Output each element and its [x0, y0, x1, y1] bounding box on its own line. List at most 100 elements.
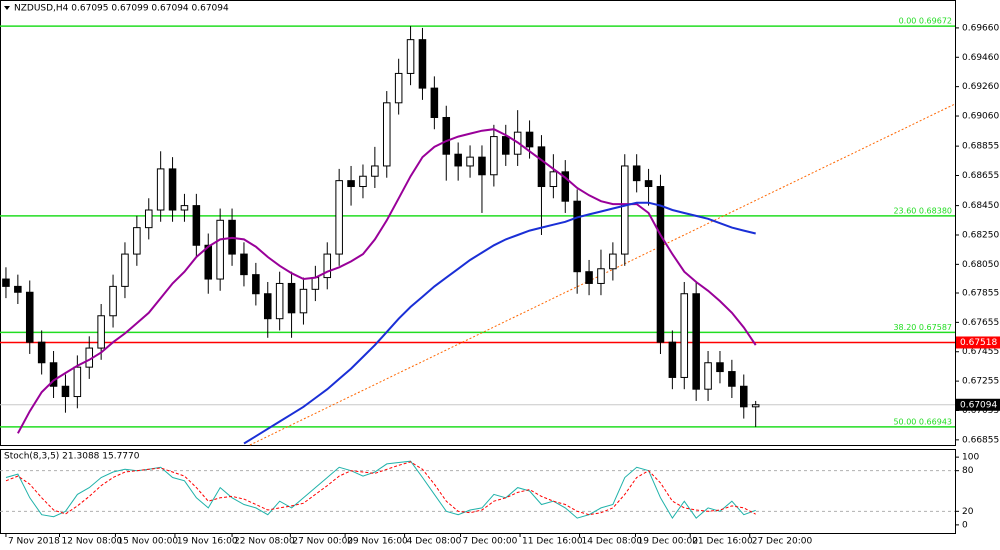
candle-body [287, 282, 296, 314]
chart-title: NZDUSD,H4 0.67095 0.67099 0.67094 0.6709… [14, 4, 229, 14]
x-tick-label: 19 Nov 16:00 [177, 537, 238, 547]
y-tick-label: 0.67855 [962, 288, 999, 298]
candle-body [371, 165, 379, 177]
candle-body [728, 371, 736, 387]
stoch-y-tick-label: 80 [962, 466, 974, 476]
candle-body [204, 244, 213, 280]
stoch-title: Stoch(8,3,5) 21.3088 15.7770 [4, 452, 140, 462]
candle-body [394, 72, 403, 104]
candle-body [61, 385, 70, 398]
y-tick-label: 0.67255 [962, 377, 999, 387]
stoch-line [5, 460, 756, 520]
y-tick-label: 0.68250 [962, 230, 999, 240]
x-tick-label: 27 Nov 00:00 [292, 537, 353, 547]
candle-body [180, 205, 189, 211]
x-tick-label: 21 Dec 16:00 [692, 537, 753, 547]
stoch-y-tick-label: 100 [962, 453, 979, 463]
candle-body [478, 156, 486, 176]
candle-body [716, 362, 724, 373]
candle-body [620, 165, 629, 255]
y-tick-label: 0.66855 [962, 435, 999, 445]
price-tag [956, 336, 1000, 349]
candle-body [739, 385, 748, 408]
candle-body [549, 171, 558, 188]
candle-body [252, 274, 260, 295]
main-panel-frame [0, 0, 956, 446]
x-tick-label: 12 Nov 08:00 [62, 537, 123, 547]
candle-body [430, 87, 439, 118]
candle-body [406, 39, 415, 74]
y-tick-label: 0.69660 [962, 23, 999, 33]
x-tick-label: 27 Dec 20:00 [752, 537, 813, 547]
y-tick-label: 0.68855 [962, 142, 999, 152]
candle-body [644, 180, 653, 188]
stoch-y-tick-label: 20 [962, 507, 974, 517]
candle-body [442, 116, 451, 155]
candle-body [97, 315, 105, 349]
candle-body [561, 171, 570, 202]
fib-label: 38.20 0.67587 [893, 323, 952, 332]
x-tick-label: 7 Dec 00:00 [463, 537, 518, 547]
candle-body [323, 253, 332, 279]
x-tick-label: 19 Dec 00:00 [637, 537, 698, 547]
candle-body [240, 253, 248, 276]
candle-body [168, 168, 177, 211]
stoch-panel-frame [0, 449, 956, 534]
x-tick-label: 22 Nov 08:00 [234, 537, 295, 547]
candle-body [585, 271, 593, 284]
fib-label: 50.00 0.66943 [893, 417, 952, 426]
y-tick-label: 0.69460 [962, 53, 999, 63]
y-tick-label: 0.67055 [962, 406, 999, 416]
price-tag-label: 0.67094 [960, 400, 997, 410]
candle-body [2, 278, 10, 287]
x-tick-label: 7 Nov 2018 [8, 537, 60, 547]
candle-body [418, 39, 427, 89]
candle-body [347, 180, 355, 188]
stoch-line [5, 461, 756, 516]
candle-body [144, 209, 153, 229]
candle-body [382, 102, 391, 167]
y-tick-label: 0.68450 [962, 201, 999, 211]
candle-body [49, 362, 58, 387]
candle-body [156, 168, 165, 211]
candle-body [656, 186, 665, 343]
candle-body [751, 404, 760, 408]
plot-layer: 0.69660 0.69460 0.69260 0.69060 0.68855 0.686… [0, 17, 1000, 547]
candle-body [73, 366, 82, 398]
candle-body [359, 175, 367, 188]
price-tag-label: 0.67518 [960, 338, 997, 348]
candle-body [454, 153, 462, 167]
stoch-y-tick-label: 0 [962, 520, 968, 530]
candle-body [25, 291, 34, 343]
y-tick-label: 0.68655 [962, 171, 999, 181]
trendline [249, 103, 955, 446]
candle-body [37, 341, 46, 364]
y-tick-label: 0.69060 [962, 112, 999, 122]
moving-average [243, 201, 756, 445]
fib-label: 23.60 0.68380 [893, 206, 952, 215]
symbol-menu-icon [4, 6, 10, 10]
candle-body [501, 136, 510, 155]
y-tick-label: 0.67455 [962, 347, 999, 357]
candle-body [133, 227, 141, 255]
candle-body [466, 156, 474, 167]
candle-body [680, 293, 689, 378]
candle-body [216, 219, 224, 280]
candle-body [490, 136, 498, 176]
candle-body [335, 180, 343, 255]
candle-body [525, 131, 534, 148]
candle-body [192, 205, 201, 246]
y-tick-label: 0.67655 [962, 318, 999, 328]
candle-body [299, 288, 308, 314]
x-tick-label: 29 Nov 16:00 [347, 537, 408, 547]
x-tick-label: 4 Dec 08:00 [407, 537, 462, 547]
y-tick-label: 0.68050 [962, 260, 999, 270]
candle-body [263, 293, 272, 320]
x-tick-label: 15 Nov 00:00 [117, 537, 178, 547]
candle-body [573, 200, 581, 273]
candle-body [121, 253, 129, 287]
candle-body [109, 285, 117, 317]
x-tick-label: 14 Dec 08:00 [582, 537, 643, 547]
